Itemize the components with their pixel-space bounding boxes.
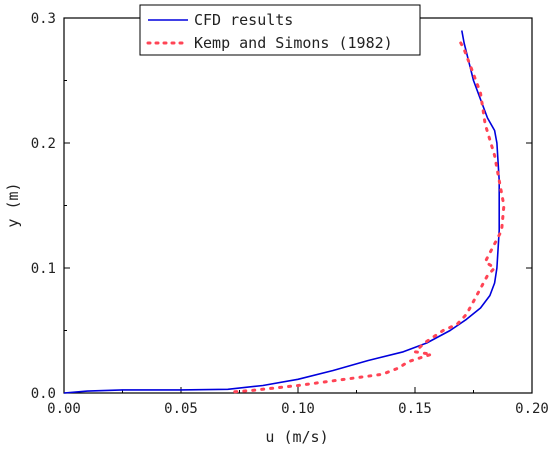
- x-tick-label: 0.15: [398, 401, 432, 417]
- legend-label-kemp: Kemp and Simons (1982): [194, 34, 393, 52]
- legend-label-cfd: CFD results: [194, 11, 293, 29]
- y-tick-label: 0.2: [31, 136, 56, 152]
- x-tick-label: 0.10: [281, 401, 315, 417]
- series-line-kemp: [233, 39, 506, 394]
- legend-box: [139, 4, 421, 56]
- series-line-cfd: [63, 30, 500, 394]
- y-tick-label: 0.0: [31, 386, 56, 402]
- legend: CFD results Kemp and Simons (1982): [139, 4, 421, 56]
- y-axis-label: y (m): [4, 182, 22, 227]
- series: [63, 30, 506, 394]
- y-tick-label: 0.1: [31, 261, 56, 277]
- x-tick-label: 0.05: [164, 401, 198, 417]
- x-tick-label: 0.20: [515, 401, 549, 417]
- plot-border: [63, 17, 533, 394]
- y-tick-label: 0.3: [31, 11, 56, 27]
- x-tick-label: 0.00: [47, 401, 81, 417]
- x-axis-label: u (m/s): [265, 428, 328, 446]
- plot-frame: [63, 17, 533, 394]
